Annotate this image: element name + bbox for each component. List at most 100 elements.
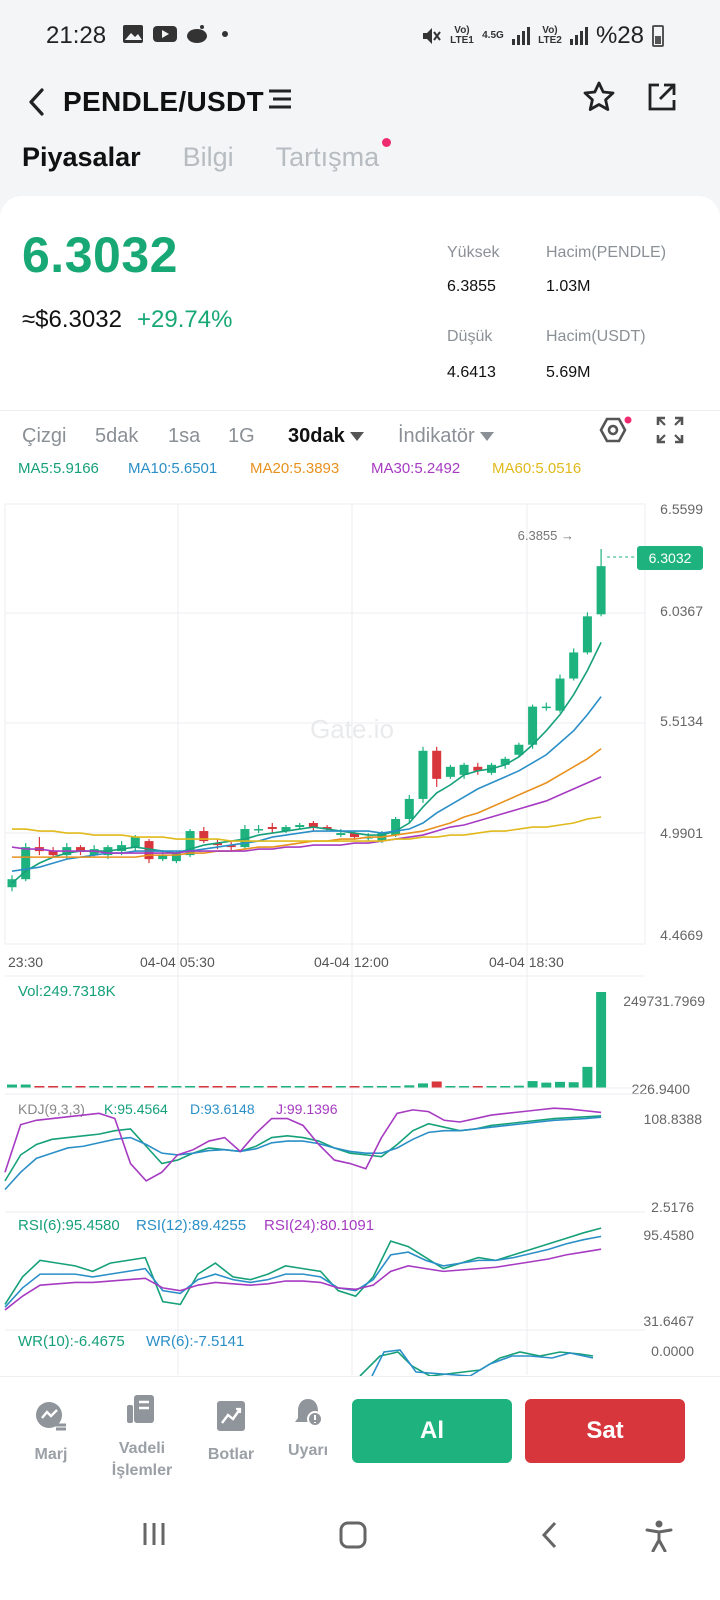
y-tick-label: 6.5599	[660, 501, 703, 517]
candle-body	[185, 831, 195, 856]
volume-bar	[212, 1086, 223, 1088]
tab-discussion-label: Tartışma	[275, 142, 380, 172]
wr10-label: WR(10):-6.4675	[18, 1333, 125, 1350]
buy-button[interactable]: Al	[352, 1399, 512, 1463]
network-label: 4.5G	[482, 30, 504, 41]
low-value: 4.6413	[447, 364, 496, 381]
candle-body	[528, 706, 538, 745]
star-icon[interactable]	[582, 80, 616, 114]
rsi-r12-line	[4, 1235, 602, 1308]
back-icon[interactable]	[22, 84, 52, 120]
volume-bar	[568, 1082, 579, 1088]
volume-bar	[20, 1084, 31, 1088]
high-marker-label: 6.3855 →	[518, 528, 574, 543]
candle-body	[514, 744, 524, 755]
volume-bar	[541, 1082, 552, 1088]
candle-body	[21, 847, 31, 880]
candle-body	[48, 851, 58, 856]
mute-icon	[422, 28, 441, 44]
tab-info[interactable]: Bilgi	[182, 142, 234, 172]
last-price: 6.3032	[22, 227, 178, 283]
volume-bar	[363, 1086, 374, 1088]
last-price-tag	[637, 546, 703, 570]
indicator-dropdown[interactable]: İndikatör	[398, 425, 494, 448]
tab-discussion[interactable]: Tartışma	[275, 138, 392, 192]
interval-5m[interactable]: 5dak	[95, 425, 139, 447]
ma60-label: MA60:5.0516	[492, 460, 582, 477]
volume-bar	[198, 1086, 209, 1088]
battery-icon	[652, 25, 664, 47]
app-header: PENDLE/USDT	[0, 72, 720, 132]
y-tick-label: 5.5134	[660, 713, 703, 729]
interval-1h[interactable]: 1sa	[168, 425, 201, 447]
tab-markets[interactable]: Piyasalar	[22, 142, 141, 192]
volume-bar	[596, 992, 607, 1088]
volume-bar	[130, 1086, 141, 1088]
share-icon[interactable]	[645, 80, 679, 114]
ma20-line	[12, 748, 602, 858]
clock: 21:28	[46, 22, 107, 49]
alert-button[interactable]: Uyarı	[280, 1397, 336, 1462]
kdj-j-label: J:99.1396	[276, 1101, 338, 1117]
menu-icon[interactable]	[268, 88, 292, 110]
sell-button[interactable]: Sat	[525, 1399, 685, 1463]
market-tabs: Piyasalar Bilgi Tartışma	[22, 138, 392, 192]
volume-bar	[376, 1086, 387, 1088]
kdj-d-line	[4, 1116, 602, 1191]
candle-body	[7, 879, 17, 888]
volume-bar	[500, 1086, 511, 1088]
volume-bar	[294, 1086, 305, 1088]
change-percent: +29.74%	[137, 306, 233, 333]
interval-line[interactable]: Çizgi	[22, 425, 67, 447]
interval-1d[interactable]: 1G	[228, 425, 255, 447]
back-nav-icon[interactable]	[538, 1520, 562, 1550]
futures-button[interactable]: Vadeli İşlemler	[104, 1393, 180, 1482]
rsi-max-tick: 95.4580	[643, 1227, 694, 1243]
pair-title[interactable]: PENDLE/USDT	[63, 86, 264, 117]
volume-bar	[89, 1086, 100, 1088]
kdj-d-label: D:93.6148	[190, 1101, 255, 1117]
ma60-line	[12, 816, 602, 842]
home-icon[interactable]	[338, 1520, 368, 1550]
volume-bar	[185, 1086, 196, 1088]
accessibility-icon[interactable]	[644, 1520, 674, 1552]
kdj-k-line	[4, 1115, 602, 1182]
volume-bar	[157, 1086, 168, 1088]
signal-bars-1-icon	[511, 27, 530, 45]
candle-body	[541, 706, 551, 709]
candle-body	[240, 829, 250, 848]
candle-body	[226, 845, 236, 848]
kdj-name: KDJ(9,3,3)	[18, 1101, 85, 1117]
volume-bar	[144, 1086, 154, 1088]
price-chart[interactable]: Gate.io 6.5599 6.0367 5.5134 4.9901 4.4669 6.3…	[0, 500, 720, 1376]
usd-price: ≈$6.3032	[22, 306, 122, 333]
bots-icon	[217, 1401, 245, 1431]
volume-bar	[48, 1086, 59, 1088]
status-bar: 21:28 Vo) LTE1 4.5G Vo) LTE2 %28	[0, 0, 720, 72]
volume-bar	[116, 1086, 127, 1088]
chevron-down-icon	[349, 432, 364, 442]
volume-bar	[322, 1086, 333, 1088]
volume-bar	[459, 1086, 470, 1088]
fullscreen-icon[interactable]	[656, 416, 684, 444]
candle-body	[267, 827, 277, 830]
candle-body	[596, 566, 606, 615]
bots-button[interactable]: Botlar	[202, 1399, 260, 1466]
candle-body	[295, 825, 305, 828]
chart-settings-icon[interactable]	[598, 416, 632, 446]
rsi6-label: RSI(6):95.4580	[18, 1217, 120, 1234]
ma5-label: MA5:5.9166	[18, 460, 99, 477]
candle-body	[308, 823, 318, 828]
candle-body	[158, 855, 168, 860]
interval-30m[interactable]: 30dak	[288, 425, 364, 448]
recent-apps-icon[interactable]	[140, 1520, 168, 1548]
volume-bar	[171, 1086, 182, 1088]
volume-bar	[7, 1084, 17, 1088]
margin-label: Marj	[34, 1446, 68, 1463]
rsi12-label: RSI(12):89.4255	[136, 1217, 246, 1234]
candle-body	[130, 837, 140, 848]
candle-body	[199, 831, 209, 842]
margin-button[interactable]: Marj	[26, 1401, 76, 1466]
futures-label-2: İşlemler	[111, 1462, 173, 1479]
candle-body	[418, 750, 428, 799]
